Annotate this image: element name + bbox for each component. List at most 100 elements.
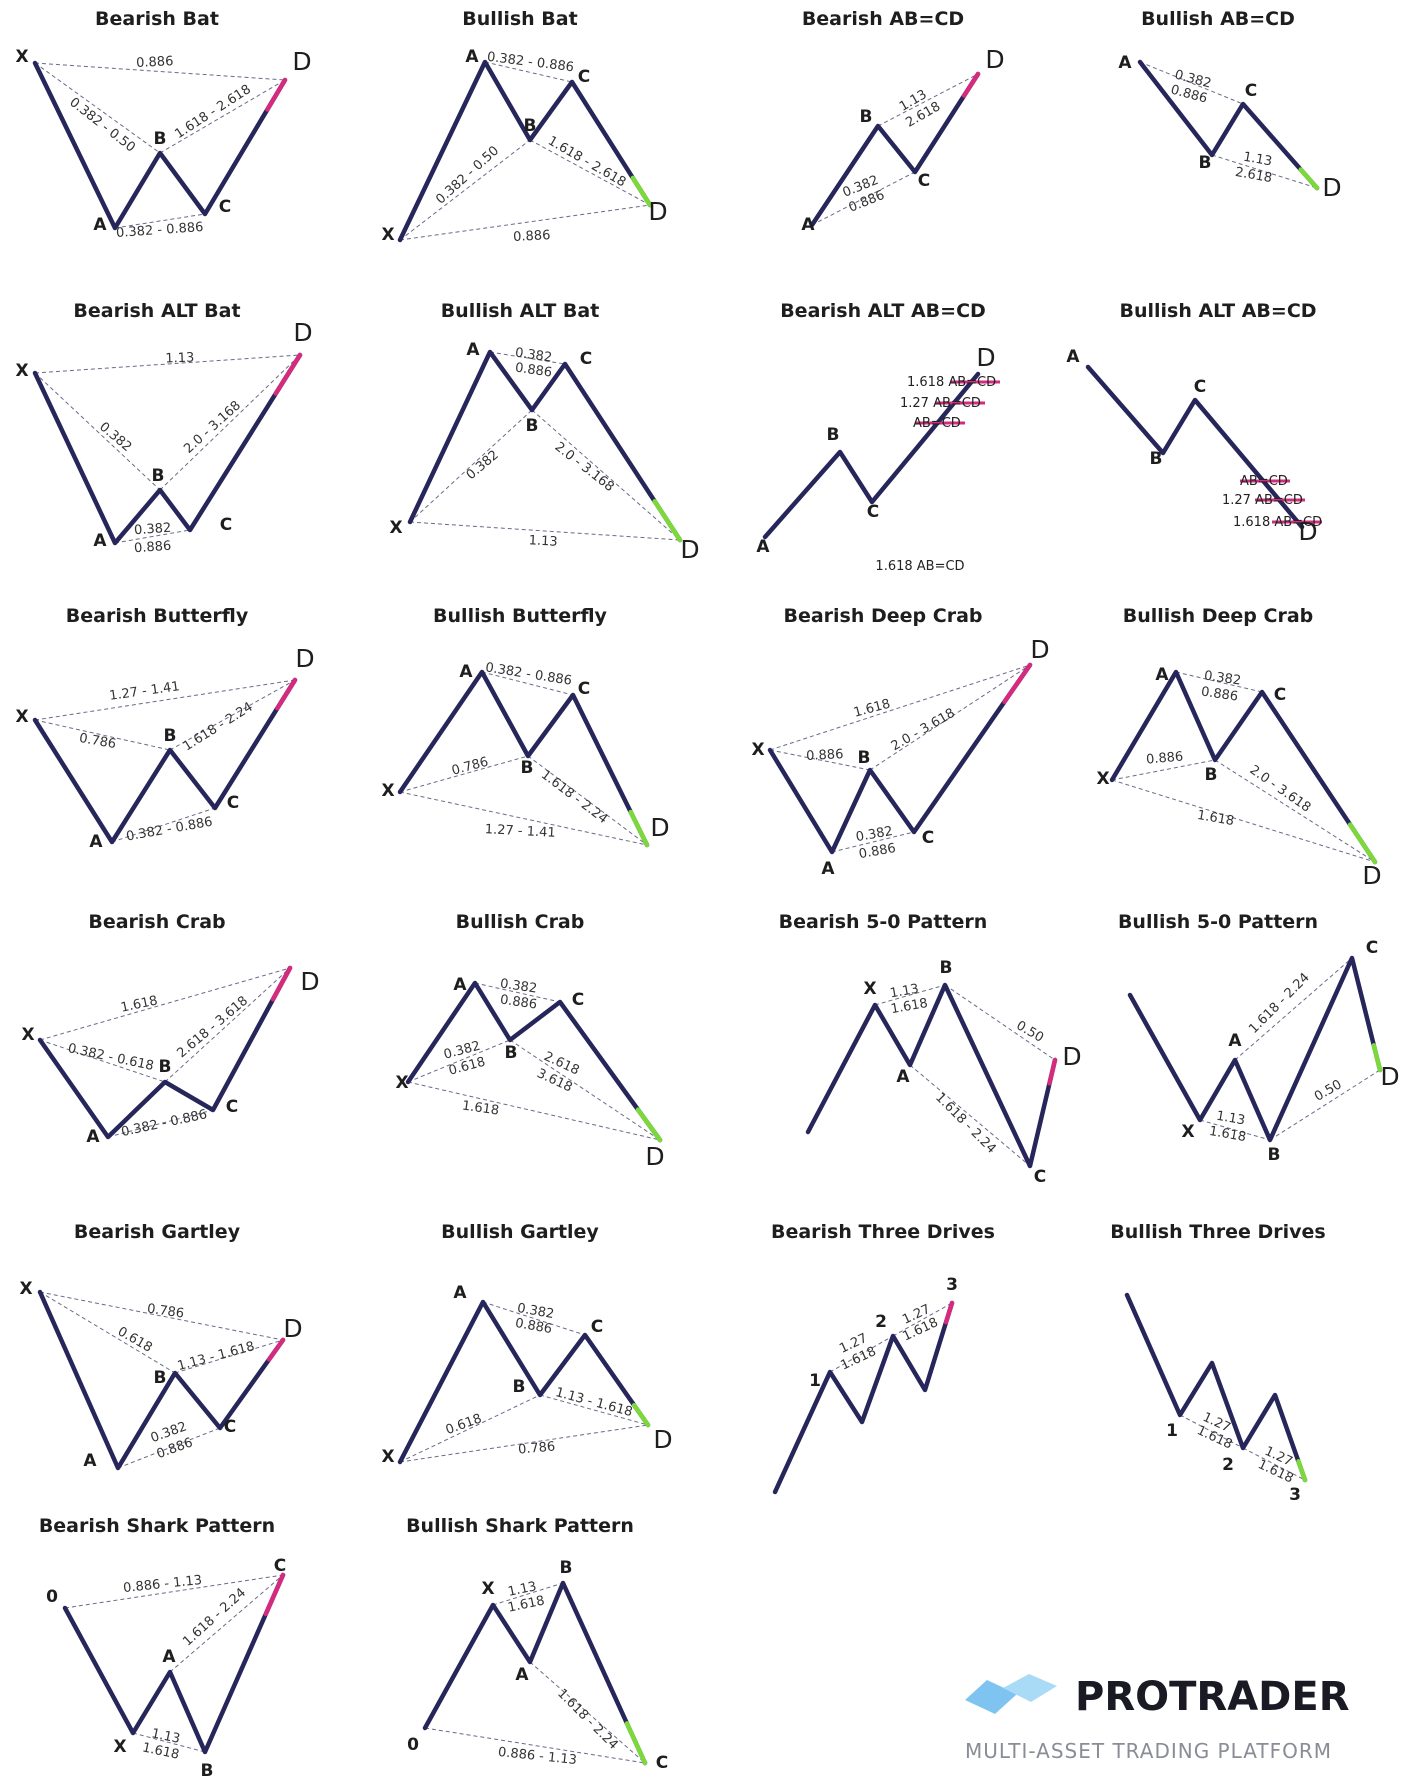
point-label-x: X [751,740,764,760]
ratio-label: 1.27 - 1.41 [108,679,180,704]
ratio-label: 0.886 [134,539,172,557]
ratio-label: 0.382 [134,521,172,539]
ratio-label: 1.618 - 2.618 [172,82,253,142]
point-label-a: A [162,1647,176,1667]
ratio-label: 2.0 - 3.168 [552,440,617,495]
ratio-label: 0.382 [96,420,134,455]
ratio-line-b-d [877,73,979,127]
ratio-label: 1.13 [528,533,558,549]
ratio-line-a-c [529,1661,646,1764]
pattern-legs [397,1299,651,1465]
pattern-legs [1127,955,1383,1143]
pattern-title: Bearish Crab [88,911,225,933]
point-label-b: B [524,116,537,136]
ratio-label: 0.886 [499,993,538,1013]
ratio-line-x-d [34,354,301,374]
pattern-title: Bearish Gartley [74,1221,241,1243]
point-label-c: C [867,502,879,522]
ratio-line-a-c [169,1574,284,1673]
pattern-title: Bullish Bat [462,8,577,30]
point-label-c: C [1274,685,1286,705]
ratio-label: 2.0 - 3.168 [181,398,244,457]
point-label-a: A [453,975,467,995]
pattern-legs [37,1289,286,1471]
point-label-c: C [578,67,590,87]
ratio-line-b-d [869,664,1031,771]
ratio-line-a-c [117,1427,221,1469]
ratio-label: 1.618 - 2.24 [181,700,256,755]
ratio-line-b-d [1214,759,1376,863]
completion-zone [628,809,650,848]
ratio-line-x-b [407,1039,511,1083]
ratio-line-x-d [399,791,648,846]
pattern-legs [405,980,663,1143]
logo-mark-icon-2 [1003,1674,1057,1702]
completion-zone [635,1107,663,1143]
point-label-c: C [227,793,239,813]
ratio-label: 0.382 [499,977,538,997]
point-label-b: B [940,958,953,978]
pattern-title: Bullish Butterfly [433,605,608,627]
point-label-d: D [1380,1062,1399,1091]
pattern-legs [1137,59,1320,191]
point-label-c: C [219,197,231,217]
point-label-a: A [821,859,835,879]
ratio-label: 0.886 - 1.13 [123,1573,203,1596]
ratio-line-p2-p3 [892,1302,953,1337]
ratio-label: 1.618 [120,993,160,1015]
ratio-line-x-b [39,1039,166,1083]
ratio-label: 0.786 [146,1302,185,1322]
pattern-legs [1085,364,1305,530]
ratio-label: 2.618 [1234,165,1273,186]
ratio-line-x-b [39,1291,176,1374]
point-label-x: X [381,1447,394,1467]
ratio-line-a-c [1175,671,1263,693]
ratio-label: 0.886 [1200,685,1239,705]
ratio-line-a-c [811,171,916,226]
ratio-label: 1.13 [1242,150,1273,170]
point-label-d: D [976,343,995,372]
ratio-label: 0.886 [136,54,174,71]
completion-zone [1047,1057,1058,1086]
ratio-line-a-c [909,1064,1031,1167]
point-label-b: B [1268,1145,1281,1165]
ratio-line-b-d [944,984,1056,1061]
pattern-bullish-three-drives: Bullish Three Drives1.271.6181.271.61812… [1110,1221,1325,1505]
point-label-b: B [560,1558,573,1578]
point-label-d: D [653,1425,672,1454]
completion-zone [270,965,293,1002]
ratio-label: 1.618 [1196,808,1235,829]
point-label-3: 3 [1289,1485,1301,1505]
ratio-line-b-d [169,679,296,751]
ratio-label: 0.50 [1312,1077,1345,1104]
ratio-line-a-c [1234,957,1353,1061]
pattern-legs [397,669,650,848]
ratio-line-b-d [174,1339,284,1374]
ratio-label: 1.618 [890,996,929,1017]
point-label-x: X [395,1073,408,1093]
ratio-label: 1.618 - 2.24 [554,1686,621,1753]
ratio-line-b-d [539,1394,649,1426]
pattern-legs [32,677,298,845]
ratio-label: 0.382 [514,346,553,366]
point-label-b: B [1150,449,1163,469]
ratio-label: 0.886 [858,841,897,862]
pattern-bearish-5-0-pattern: Bearish 5-0 Pattern 1.131.618 0.50 1.618 - … [779,911,1082,1187]
projection-label: AB=CD [1240,474,1288,489]
point-label-d: D [645,1142,664,1171]
pattern-title: Bearish Shark Pattern [39,1515,275,1537]
ratio-line-x-d [39,967,291,1041]
ratio-label: 0.886 [513,228,551,245]
point-label-c: C [1245,81,1257,101]
ratio-label: 0.886 [514,361,553,381]
point-label-b: B [858,748,871,768]
projection-label: 1.27 AB=CD [900,396,981,411]
pattern-legs [1124,1292,1308,1483]
completion-zone [1296,1459,1308,1483]
ratio-line-b-d [509,1039,661,1141]
pattern-bullish-5-0-pattern: Bullish 5-0 Pattern 1.131.618 0.50 1.618 - … [1118,911,1400,1165]
point-label-d: D [680,535,699,564]
pattern-title: Bullish Crab [456,911,585,933]
pattern-title: Bearish Bat [95,8,219,30]
